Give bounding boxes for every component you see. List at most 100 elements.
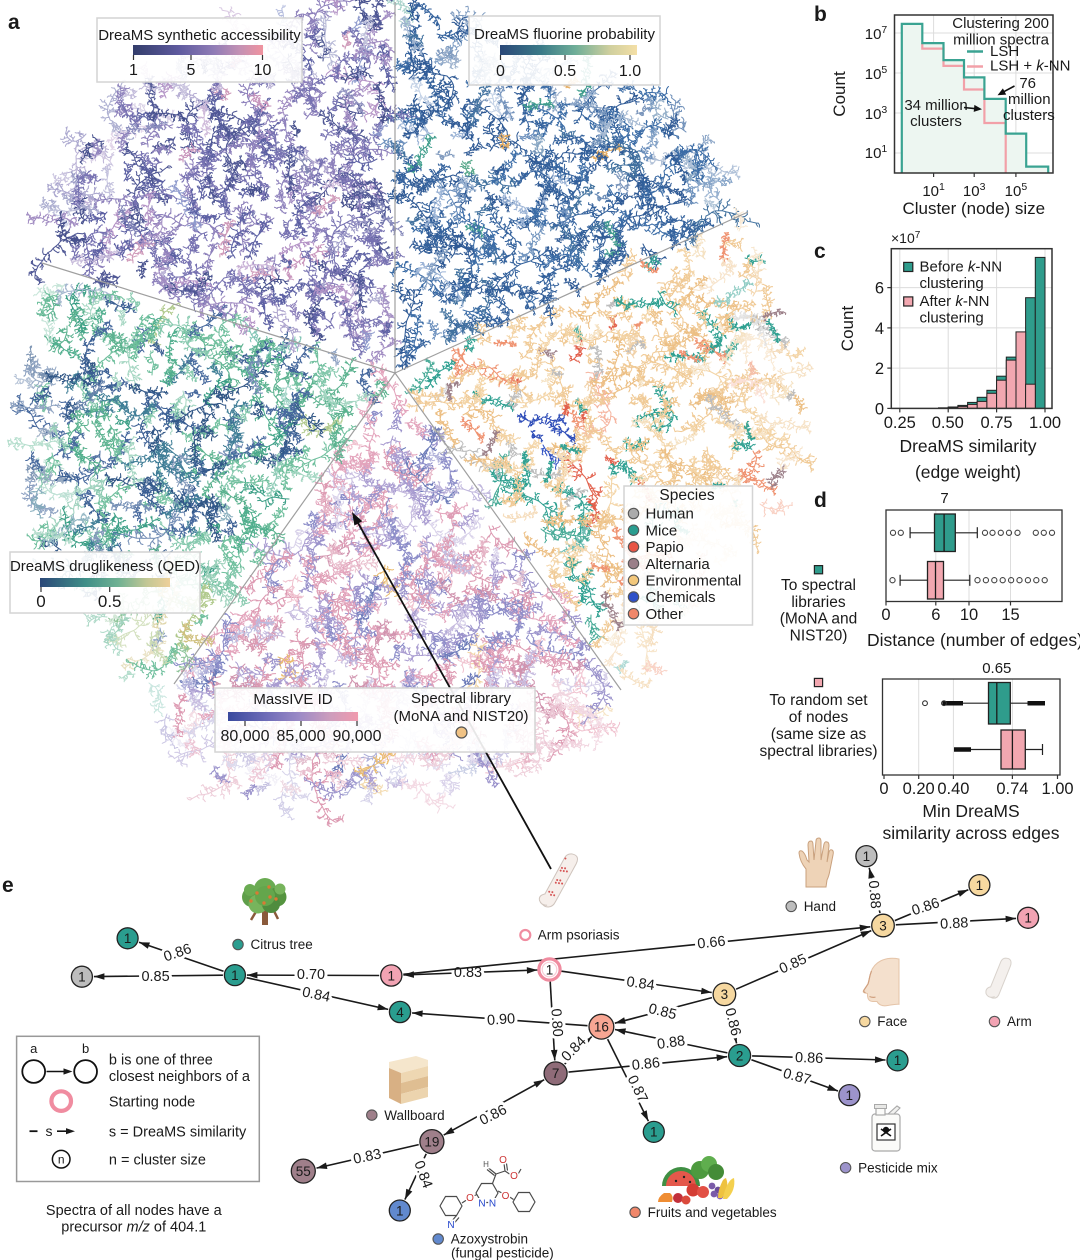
svg-text:0: 0	[881, 606, 890, 624]
svg-text:Papio: Papio	[646, 539, 684, 556]
svg-text:Arm psoriasis: Arm psoriasis	[538, 928, 620, 943]
svg-text:0.90: 0.90	[486, 1011, 515, 1029]
svg-text:LSH: LSH	[990, 43, 1019, 60]
svg-text:n: n	[58, 1153, 65, 1167]
svg-text:Azoxystrobin: Azoxystrobin	[451, 1232, 528, 1247]
svg-text:0.88: 0.88	[865, 880, 883, 910]
svg-text:34 million: 34 million	[904, 97, 967, 114]
svg-text:0: 0	[496, 63, 505, 80]
svg-text:O: O	[502, 1191, 510, 1202]
svg-text:16: 16	[594, 1020, 609, 1035]
svg-text:Spectra of all nodes have a: Spectra of all nodes have a	[46, 1203, 223, 1219]
svg-text:0.50: 0.50	[932, 414, 964, 432]
svg-text:a: a	[8, 11, 20, 34]
svg-text:Human: Human	[646, 506, 694, 523]
svg-text:3: 3	[879, 918, 887, 933]
svg-text:0.20: 0.20	[903, 780, 935, 798]
svg-text:0.70: 0.70	[297, 967, 325, 983]
svg-text:To spectral: To spectral	[781, 577, 856, 594]
svg-text:NIST20): NIST20)	[790, 627, 848, 644]
svg-text:of nodes: of nodes	[789, 709, 849, 726]
svg-text:1: 1	[1024, 911, 1032, 926]
svg-text:1.00: 1.00	[1029, 414, 1061, 432]
svg-text:Face: Face	[877, 1014, 907, 1029]
svg-text:3: 3	[721, 987, 729, 1002]
svg-text:O: O	[510, 1171, 518, 1182]
svg-text:b: b	[814, 3, 827, 26]
svg-text:spectral libraries): spectral libraries)	[759, 743, 877, 760]
svg-text:1: 1	[78, 970, 86, 985]
svg-text:LSH + k-NN: LSH + k-NN	[990, 58, 1070, 75]
svg-text:0.75: 0.75	[980, 414, 1012, 432]
svg-text:s: s	[46, 1123, 53, 1139]
svg-text:a: a	[30, 1041, 38, 1056]
svg-text:O: O	[466, 1193, 474, 1204]
svg-text:Mice: Mice	[646, 522, 678, 539]
svg-text:H: H	[483, 1160, 489, 1169]
svg-text:After k-NN: After k-NN	[920, 293, 990, 310]
svg-text:1: 1	[129, 62, 138, 79]
svg-text:closest neighbors of a: closest neighbors of a	[109, 1069, 251, 1085]
svg-text:million: million	[1008, 91, 1051, 108]
svg-text:Chemicals: Chemicals	[646, 589, 716, 606]
svg-text:million spectra: million spectra	[953, 32, 1050, 49]
svg-text:Citrus tree: Citrus tree	[251, 937, 313, 952]
svg-text:19: 19	[424, 1134, 439, 1149]
svg-text:0.85: 0.85	[141, 969, 169, 985]
svg-text:Arm: Arm	[1007, 1014, 1032, 1029]
svg-text:precursor m/z of 404.1: precursor m/z of 404.1	[61, 1220, 206, 1236]
svg-text:N: N	[489, 1199, 496, 1210]
svg-text:DreaMS fluorine probability: DreaMS fluorine probability	[474, 26, 655, 43]
svg-text:DreaMS druglikeness (QED): DreaMS druglikeness (QED)	[10, 558, 200, 575]
svg-text:Other: Other	[646, 606, 684, 623]
svg-text:0.65: 0.65	[982, 660, 1011, 677]
svg-text:6: 6	[931, 606, 940, 624]
svg-text:1: 1	[976, 878, 984, 893]
svg-text:(fungal pesticide): (fungal pesticide)	[451, 1246, 554, 1260]
svg-text:10: 10	[254, 62, 272, 79]
svg-text:clustering: clustering	[920, 275, 984, 292]
svg-text:0: 0	[879, 780, 888, 798]
svg-text:(MoNA and: (MoNA and	[780, 611, 858, 628]
svg-text:15: 15	[1001, 606, 1019, 624]
svg-text:0.5: 0.5	[554, 63, 576, 80]
svg-text:6: 6	[875, 280, 884, 298]
svg-text:76: 76	[1019, 75, 1036, 92]
svg-text:90,000: 90,000	[333, 728, 382, 745]
svg-text:0.80: 0.80	[547, 1008, 565, 1037]
svg-text:Environmental: Environmental	[646, 573, 742, 590]
svg-text:DreaMS synthetic accessibility: DreaMS synthetic accessibility	[98, 27, 301, 44]
svg-text:(MoNA and NIST20): (MoNA and NIST20)	[393, 708, 528, 725]
svg-text:DreaMS similarity: DreaMS similarity	[899, 436, 1036, 456]
svg-text:1: 1	[231, 968, 239, 983]
svg-text:Wallboard: Wallboard	[384, 1108, 444, 1123]
svg-text:0.66: 0.66	[697, 934, 727, 953]
svg-text:similarity across edges: similarity across edges	[883, 823, 1060, 843]
svg-text:0.74: 0.74	[996, 780, 1028, 798]
svg-text:0.86: 0.86	[795, 1050, 824, 1067]
svg-text:1.0: 1.0	[619, 63, 641, 80]
svg-text:1: 1	[546, 962, 554, 977]
svg-text:Hand: Hand	[804, 899, 836, 914]
svg-text:To random set: To random set	[769, 692, 868, 709]
svg-text:1: 1	[894, 1053, 902, 1068]
svg-text:(edge weight): (edge weight)	[915, 462, 1021, 482]
svg-text:O: O	[499, 1155, 507, 1166]
svg-text:n = cluster size: n = cluster size	[109, 1152, 206, 1168]
svg-text:Count: Count	[830, 71, 849, 117]
svg-text:e: e	[2, 874, 14, 897]
svg-text:1: 1	[863, 849, 871, 864]
svg-text:Fruits and vegetables: Fruits and vegetables	[648, 1205, 777, 1220]
svg-text:80,000: 80,000	[221, 728, 270, 745]
svg-text:7: 7	[552, 1066, 560, 1081]
svg-text:1: 1	[396, 1203, 404, 1218]
svg-text:Spectral library: Spectral library	[411, 690, 512, 707]
svg-text:Distance (number of edges): Distance (number of edges)	[867, 630, 1080, 650]
svg-text:Before k-NN: Before k-NN	[920, 259, 1003, 276]
svg-text:d: d	[814, 489, 827, 512]
svg-text:Pesticide mix: Pesticide mix	[858, 1160, 938, 1175]
svg-text:1: 1	[124, 931, 132, 946]
svg-text:55: 55	[296, 1164, 311, 1179]
svg-text:1: 1	[650, 1125, 658, 1140]
svg-text:libraries: libraries	[791, 594, 846, 611]
